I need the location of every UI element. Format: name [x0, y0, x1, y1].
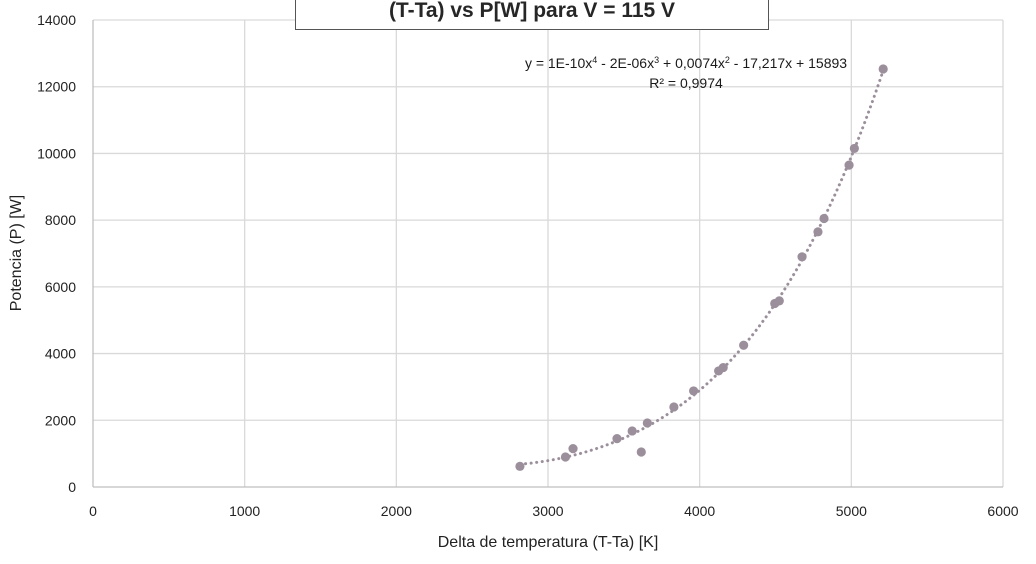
data-point [560, 452, 571, 462]
x-tick-label: 3000 [532, 503, 563, 519]
x-tick-label: 1000 [229, 503, 260, 519]
equation-exponent: 2 [724, 55, 730, 65]
data-point [878, 64, 888, 74]
data-point [627, 426, 637, 436]
trendline [518, 69, 885, 466]
data-point [636, 447, 646, 457]
y-tick-label: 12000 [37, 79, 76, 95]
data-point [689, 386, 699, 396]
equation-exponent: 3 [654, 55, 660, 65]
data-point [797, 252, 807, 262]
data-point [813, 227, 823, 237]
data-point [849, 143, 859, 154]
equation-part: + 0,0074x [659, 55, 725, 71]
data-point [669, 402, 679, 412]
data-point [642, 418, 652, 428]
equation-part: - 17,217x + 15893 [729, 55, 848, 71]
y-tick-label: 2000 [45, 412, 76, 428]
y-tick-label: 6000 [45, 279, 76, 295]
equation-part: - 2E-06x [597, 55, 655, 71]
data-point [774, 296, 784, 306]
data-point [844, 160, 854, 170]
x-tick-label: 0 [89, 503, 97, 519]
trendline-equation-box: y = 1E-10x4 - 2E-06x3 + 0,0074x2 - 17,21… [496, 53, 876, 93]
equation-exponent: 4 [592, 55, 598, 65]
x-axis-label: Delta de temperatura (T-Ta) [K] [438, 534, 659, 551]
y-tick-labels: 0 2000 4000 6000 8000 10000 12000 14000 [37, 12, 76, 495]
y-axis-label: Potencia (P) [W] [8, 195, 25, 311]
x-tick-labels: 0 1000 2000 3000 4000 5000 6000 [89, 503, 1019, 519]
chart-title: (T-Ta) vs P[W] para V = 115 V [388, 0, 676, 22]
data-point [515, 461, 525, 471]
r-squared-label: R² = 0,9974 [649, 75, 723, 91]
data-point [739, 340, 749, 350]
data-point [568, 444, 578, 454]
data-point [819, 213, 829, 224]
trendline-equation: y = 1E-10x4 - 2E-06x3 + 0,0074x2 - 17,21… [496, 53, 876, 73]
equation-part: y = 1E-10x [524, 55, 593, 71]
x-tick-label: 5000 [836, 503, 867, 519]
x-tick-label: 2000 [381, 503, 412, 519]
y-tick-label: 4000 [45, 346, 76, 362]
trendline-path [518, 69, 885, 466]
chart-title-box: (T-Ta) vs P[W] para V = 115 V [295, 0, 769, 30]
data-point [612, 434, 622, 444]
data-points [515, 64, 888, 471]
x-tick-label: 4000 [684, 503, 715, 519]
axes [92, 20, 1003, 488]
y-tick-label: 0 [68, 479, 76, 495]
x-tick-label: 6000 [987, 503, 1018, 519]
y-tick-label: 10000 [37, 145, 76, 161]
y-tick-label: 8000 [45, 212, 76, 228]
data-point [718, 362, 728, 373]
y-tick-label: 14000 [37, 12, 76, 28]
